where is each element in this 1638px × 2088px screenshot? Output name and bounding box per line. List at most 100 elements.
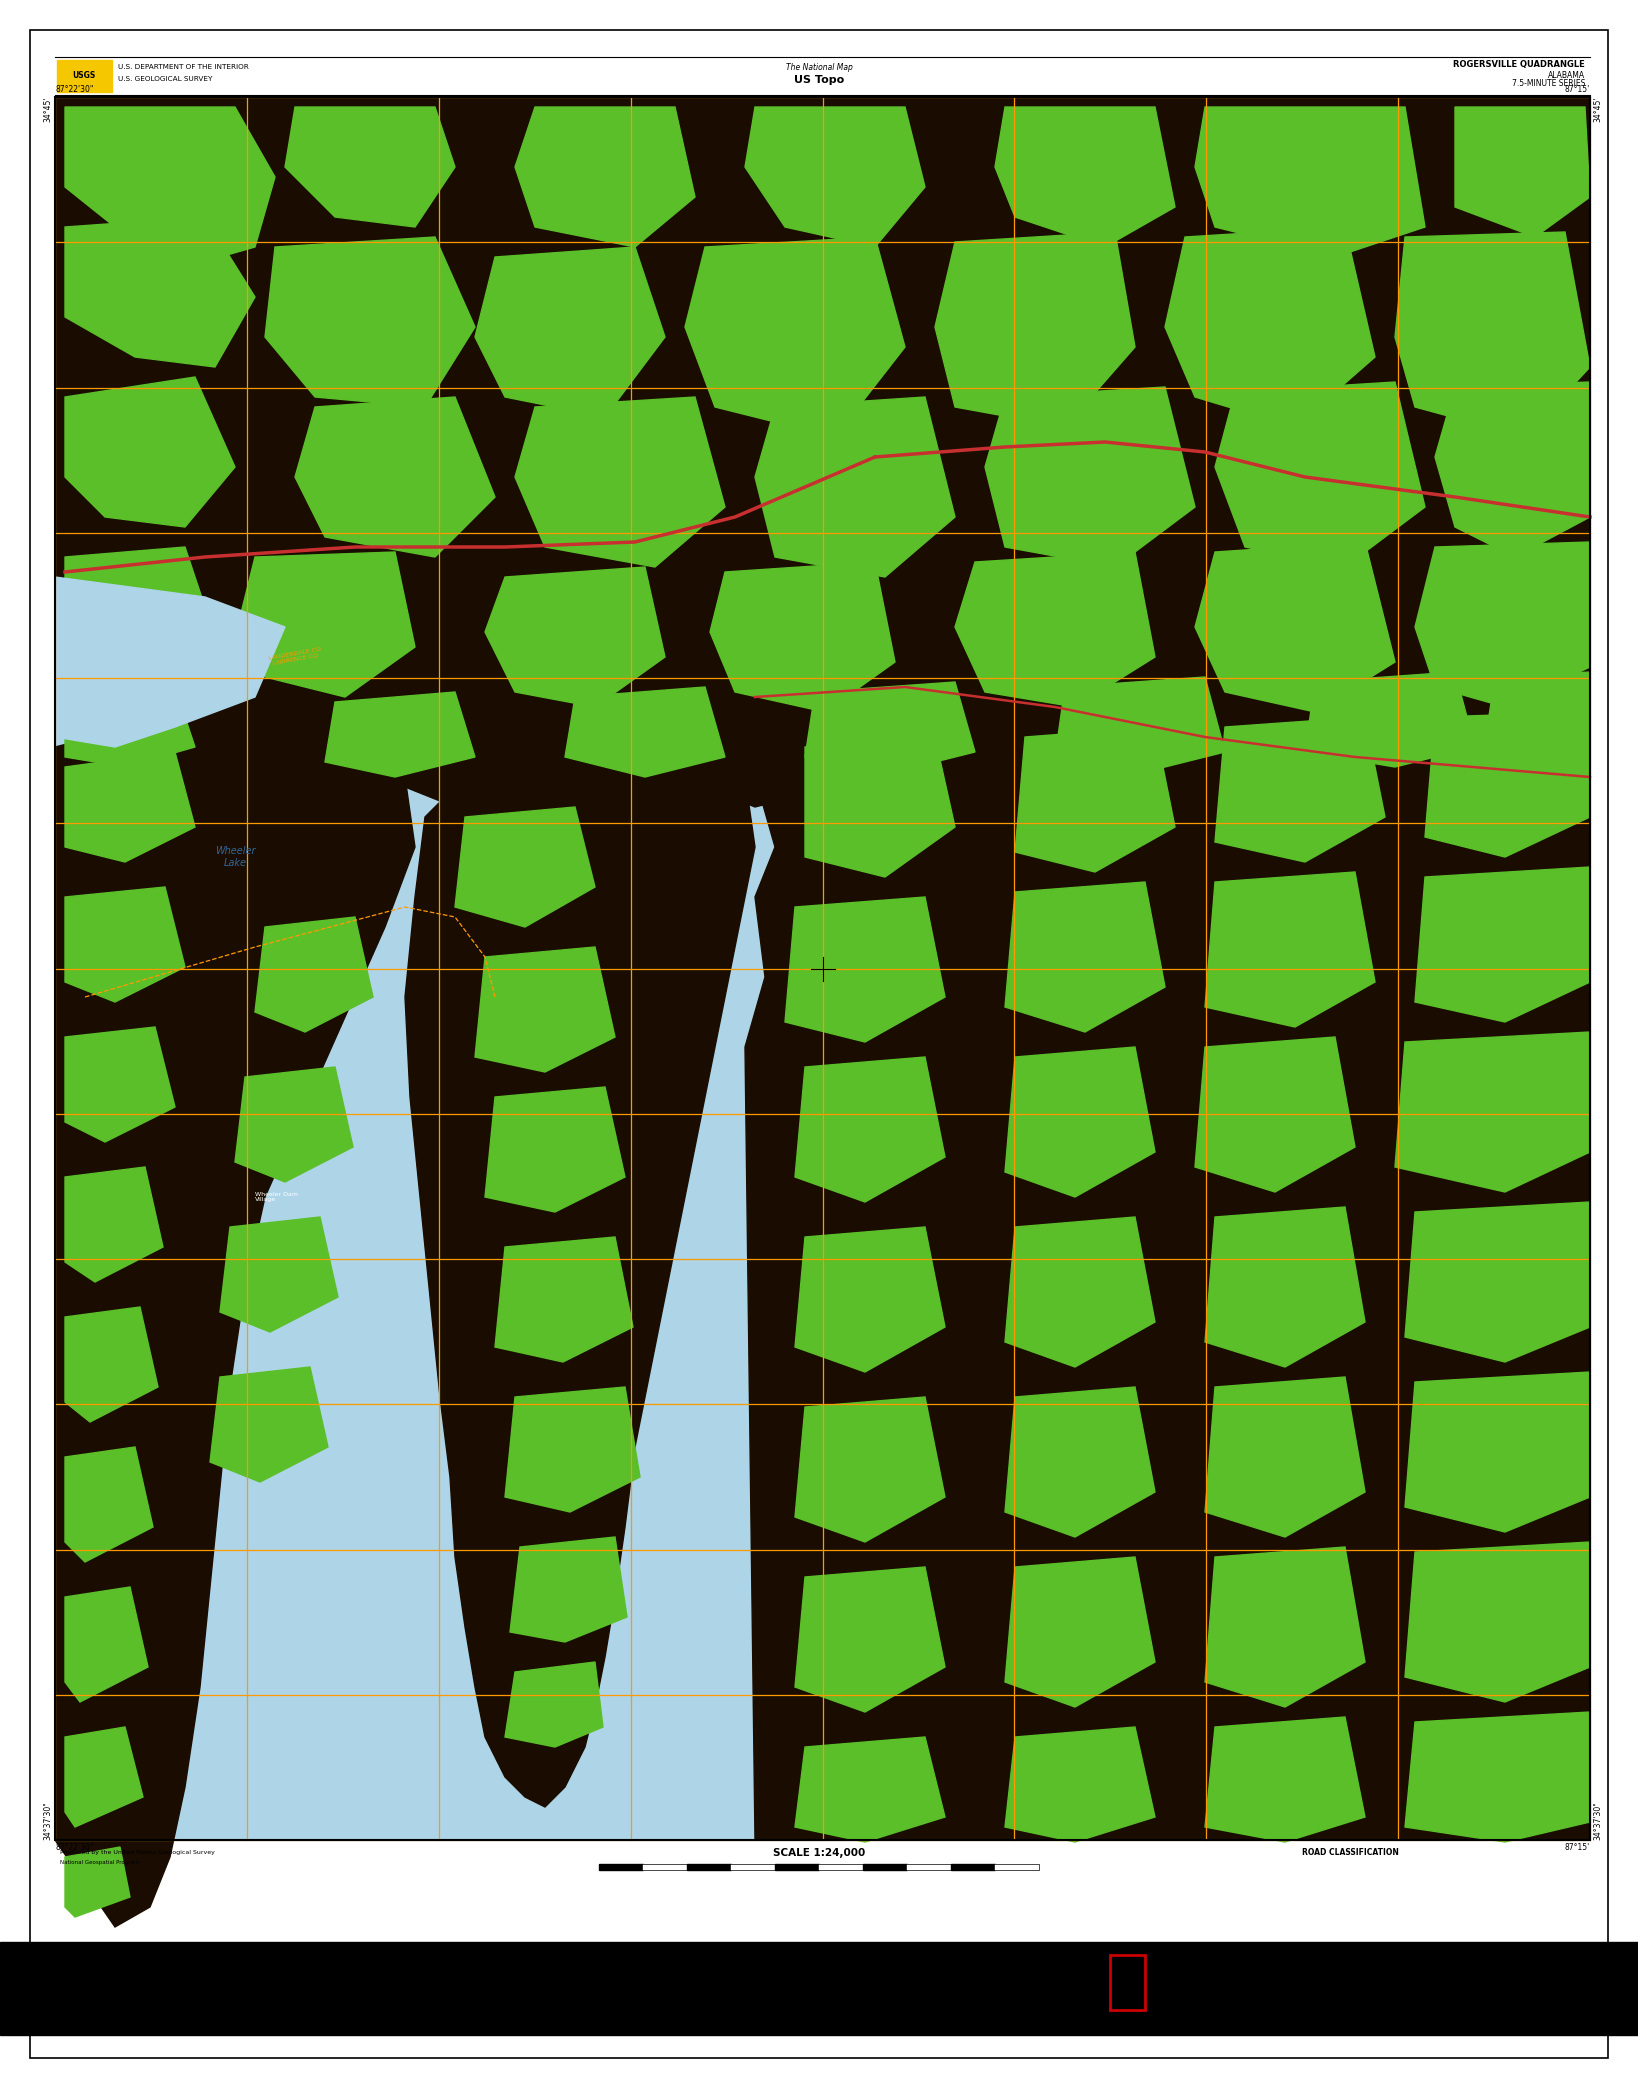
Polygon shape [709, 562, 894, 712]
Text: ROGERSVILLE QUADRANGLE: ROGERSVILLE QUADRANGLE [1453, 61, 1586, 69]
Polygon shape [1006, 1217, 1155, 1368]
Text: ALABAMA: ALABAMA [1548, 71, 1586, 79]
Polygon shape [745, 106, 925, 246]
Polygon shape [984, 386, 1196, 568]
Polygon shape [1206, 1376, 1364, 1537]
Text: Wheeler
Lake: Wheeler Lake [215, 846, 256, 869]
Polygon shape [1405, 1203, 1590, 1361]
Polygon shape [66, 217, 256, 367]
Polygon shape [1196, 106, 1425, 257]
Bar [907, 1865, 952, 1871]
Polygon shape [509, 1537, 627, 1641]
Polygon shape [505, 1386, 640, 1512]
Polygon shape [56, 576, 285, 748]
Polygon shape [219, 1217, 337, 1332]
Polygon shape [514, 397, 726, 568]
Polygon shape [295, 397, 495, 557]
Polygon shape [804, 737, 955, 877]
Bar [0, 1942, 1638, 2036]
Polygon shape [794, 1566, 945, 1712]
Polygon shape [495, 1236, 632, 1361]
Bar [600, 1865, 1038, 1871]
Polygon shape [1415, 543, 1590, 708]
Polygon shape [66, 1307, 157, 1422]
Polygon shape [210, 1368, 328, 1482]
Polygon shape [241, 551, 414, 697]
Bar [819, 1865, 863, 1871]
Text: 87°22'30": 87°22'30" [56, 1844, 93, 1852]
Bar [686, 1865, 731, 1871]
Polygon shape [1396, 232, 1590, 436]
Text: 34°45': 34°45' [43, 96, 52, 123]
Polygon shape [1006, 1386, 1155, 1537]
Polygon shape [1455, 106, 1590, 238]
Bar [57, 61, 111, 92]
Polygon shape [1215, 382, 1425, 568]
Polygon shape [935, 232, 1135, 428]
Polygon shape [1016, 727, 1174, 873]
Bar [56, 96, 1590, 1840]
Polygon shape [475, 246, 665, 418]
Text: U.S. DEPARTMENT OF THE INTERIOR: U.S. DEPARTMENT OF THE INTERIOR [118, 65, 249, 71]
Polygon shape [285, 106, 455, 228]
Polygon shape [1206, 1547, 1364, 1708]
Polygon shape [66, 547, 215, 687]
Polygon shape [66, 887, 185, 1002]
Polygon shape [785, 898, 945, 1042]
Polygon shape [66, 1848, 129, 1917]
Bar [1111, 1954, 1145, 2011]
Text: SCALE 1:24,000: SCALE 1:24,000 [773, 1848, 865, 1858]
Polygon shape [66, 378, 234, 526]
Text: 34°37'30": 34°37'30" [43, 1802, 52, 1840]
Text: U.S. GEOLOGICAL SURVEY: U.S. GEOLOGICAL SURVEY [118, 75, 213, 81]
Polygon shape [1396, 1031, 1590, 1192]
Polygon shape [1196, 1038, 1355, 1192]
Polygon shape [324, 691, 475, 777]
Bar [56, 56, 1590, 94]
Polygon shape [755, 397, 955, 576]
Polygon shape [1425, 712, 1590, 856]
Bar [731, 1865, 775, 1871]
Polygon shape [485, 1088, 626, 1211]
Polygon shape [1165, 228, 1374, 428]
Polygon shape [1206, 1207, 1364, 1368]
Polygon shape [1415, 867, 1590, 1021]
Polygon shape [256, 917, 373, 1031]
Polygon shape [56, 96, 1590, 827]
Polygon shape [685, 238, 906, 436]
Polygon shape [1486, 672, 1590, 762]
Polygon shape [66, 1587, 147, 1702]
Text: 87°15': 87°15' [1564, 86, 1590, 94]
Polygon shape [1405, 1372, 1590, 1533]
Bar [952, 1865, 994, 1871]
Polygon shape [265, 238, 475, 407]
Polygon shape [56, 727, 414, 1927]
Polygon shape [1305, 672, 1474, 766]
Polygon shape [1405, 1712, 1590, 1842]
Polygon shape [794, 1397, 945, 1543]
Text: The National Map: The National Map [786, 63, 852, 73]
Polygon shape [455, 806, 595, 927]
Polygon shape [505, 1662, 603, 1748]
Polygon shape [1055, 677, 1225, 773]
Text: 34°45': 34°45' [1594, 96, 1602, 123]
Bar [994, 1865, 1038, 1871]
Polygon shape [66, 752, 195, 862]
Bar [863, 1865, 907, 1871]
Bar [775, 1865, 819, 1871]
Text: US Topo: US Topo [794, 75, 844, 86]
Text: ROAD CLASSIFICATION: ROAD CLASSIFICATION [1302, 1848, 1399, 1856]
Polygon shape [1006, 1727, 1155, 1842]
Polygon shape [565, 687, 726, 777]
Text: 87°15': 87°15' [1564, 1844, 1590, 1852]
Polygon shape [1435, 382, 1590, 557]
Polygon shape [994, 106, 1174, 246]
Polygon shape [66, 687, 195, 766]
Polygon shape [1206, 1716, 1364, 1842]
Polygon shape [1215, 716, 1386, 862]
Polygon shape [794, 1228, 945, 1372]
Polygon shape [475, 948, 614, 1071]
Text: LAUDERDALE CO
LAWRENCE CO: LAUDERDALE CO LAWRENCE CO [269, 647, 323, 666]
Polygon shape [1006, 881, 1165, 1031]
Polygon shape [66, 1027, 175, 1142]
